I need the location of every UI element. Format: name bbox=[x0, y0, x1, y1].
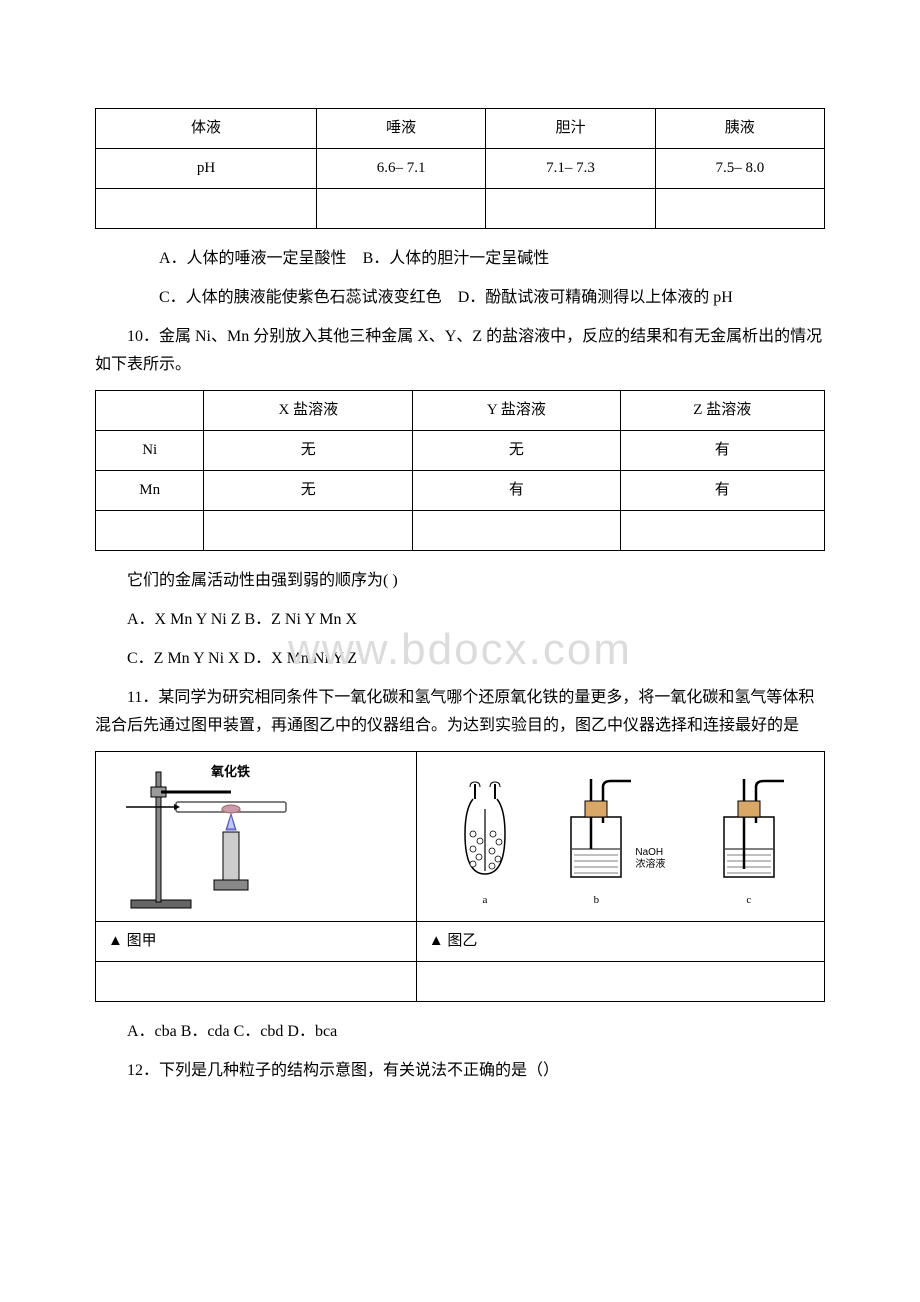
q11-options: A．cba B．cda C．cbd D．bca bbox=[95, 1018, 825, 1047]
q9-options-ab: A．人体的唾液一定呈酸性 B．人体的胆汁一定呈碱性 bbox=[95, 245, 825, 274]
caption-jia: ▲ 图甲 bbox=[96, 922, 417, 962]
cell: 胰液 bbox=[655, 109, 824, 149]
cell bbox=[316, 189, 485, 229]
cell: pH bbox=[96, 149, 317, 189]
cell bbox=[655, 189, 824, 229]
wash-bottle-b-icon bbox=[559, 779, 633, 889]
cell: 无 bbox=[413, 431, 620, 471]
cell: X 盐溶液 bbox=[204, 391, 413, 431]
opt-c: C．人体的胰液能使紫色石蕊试液变红色 bbox=[159, 289, 442, 306]
naoh-text1: NaOH bbox=[635, 847, 665, 859]
cell: 体液 bbox=[96, 109, 317, 149]
cell bbox=[96, 511, 204, 551]
q10-line3: C．Z Mn Y Ni X D．X Mn Ni Y Z bbox=[95, 645, 825, 674]
q10-line1: 它们的金属活动性由强到弱的顺序为( ) bbox=[95, 567, 825, 596]
cell: 无 bbox=[204, 431, 413, 471]
apparatus-c: c bbox=[712, 779, 786, 911]
table-fluids: 体液 唾液 胆汁 胰液 pH 6.6– 7.1 7.1– 7.3 7.5– 8.… bbox=[95, 108, 825, 229]
table-row: 体液 唾液 胆汁 胰液 bbox=[96, 109, 825, 149]
table-row bbox=[96, 962, 825, 1002]
cell: 有 bbox=[620, 471, 825, 511]
naoh-label: NaOH 浓溶液 bbox=[635, 847, 665, 871]
table-row: X 盐溶液 Y 盐溶液 Z 盐溶液 bbox=[96, 391, 825, 431]
cell: 有 bbox=[413, 471, 620, 511]
opt-d: D．酚酞试液可精确测得以上体液的 pH bbox=[458, 289, 733, 306]
cell bbox=[96, 391, 204, 431]
cell: Z 盐溶液 bbox=[620, 391, 825, 431]
apparatus-a: a bbox=[455, 779, 515, 911]
cell: Y 盐溶液 bbox=[413, 391, 620, 431]
cell bbox=[486, 189, 655, 229]
table-row bbox=[96, 511, 825, 551]
table-metals: X 盐溶液 Y 盐溶液 Z 盐溶液 Ni 无 无 有 Mn 无 有 有 bbox=[95, 390, 825, 551]
cell bbox=[413, 511, 620, 551]
q10-stem: 10．金属 Ni、Mn 分别放入其他三种金属 X、Y、Z 的盐溶液中，反应的结果… bbox=[95, 323, 825, 381]
label-a: a bbox=[483, 891, 488, 911]
figure-yi: a bbox=[416, 752, 824, 922]
utube-icon bbox=[455, 779, 515, 889]
cell: 6.6– 7.1 bbox=[316, 149, 485, 189]
cell: 无 bbox=[204, 471, 413, 511]
table-row: Mn 无 有 有 bbox=[96, 471, 825, 511]
opt-a: A．人体的唾液一定呈酸性 bbox=[159, 250, 347, 267]
table-row: ▲ 图甲 ▲ 图乙 bbox=[96, 922, 825, 962]
q12-stem: 12．下列是几种粒子的结构示意图，有关说法不正确的是（） bbox=[95, 1057, 825, 1086]
cell: 胆汁 bbox=[486, 109, 655, 149]
cell: 唾液 bbox=[316, 109, 485, 149]
apparatus-b: b NaOH 浓溶液 bbox=[559, 779, 667, 911]
table-row: Ni 无 无 有 bbox=[96, 431, 825, 471]
table-row: 氧化铁 bbox=[96, 752, 825, 922]
q9-options-cd: C．人体的胰液能使紫色石蕊试液变红色 D．酚酞试液可精确测得以上体液的 pH bbox=[95, 284, 825, 313]
table-row bbox=[96, 189, 825, 229]
cell bbox=[620, 511, 825, 551]
label-b: b bbox=[594, 891, 600, 911]
caption-yi: ▲ 图乙 bbox=[416, 922, 824, 962]
figure-jia: 氧化铁 bbox=[96, 752, 417, 922]
cell bbox=[204, 511, 413, 551]
label-c: c bbox=[746, 891, 751, 911]
cell: Mn bbox=[96, 471, 204, 511]
q10-line2: A．X Mn Y Ni Z B．Z Ni Y Mn X bbox=[95, 606, 825, 635]
cell: 有 bbox=[620, 431, 825, 471]
cell: Ni bbox=[96, 431, 204, 471]
cell bbox=[96, 189, 317, 229]
cell bbox=[416, 962, 824, 1002]
table-row: pH 6.6– 7.1 7.1– 7.3 7.5– 8.0 bbox=[96, 149, 825, 189]
cell: 7.5– 8.0 bbox=[655, 149, 824, 189]
naoh-text2: 浓溶液 bbox=[635, 859, 665, 871]
q11-stem: 11．某同学为研究相同条件下一氧化碳和氢气哪个还原氧化铁的量更多，将一氧化碳和氢… bbox=[95, 684, 825, 742]
cell: 7.1– 7.3 bbox=[486, 149, 655, 189]
cell bbox=[96, 962, 417, 1002]
figure-table: 氧化铁 bbox=[95, 751, 825, 1002]
stand-icon bbox=[126, 762, 296, 912]
opt-b: B．人体的胆汁一定呈碱性 bbox=[363, 250, 550, 267]
wash-bottle-c-icon bbox=[712, 779, 786, 889]
